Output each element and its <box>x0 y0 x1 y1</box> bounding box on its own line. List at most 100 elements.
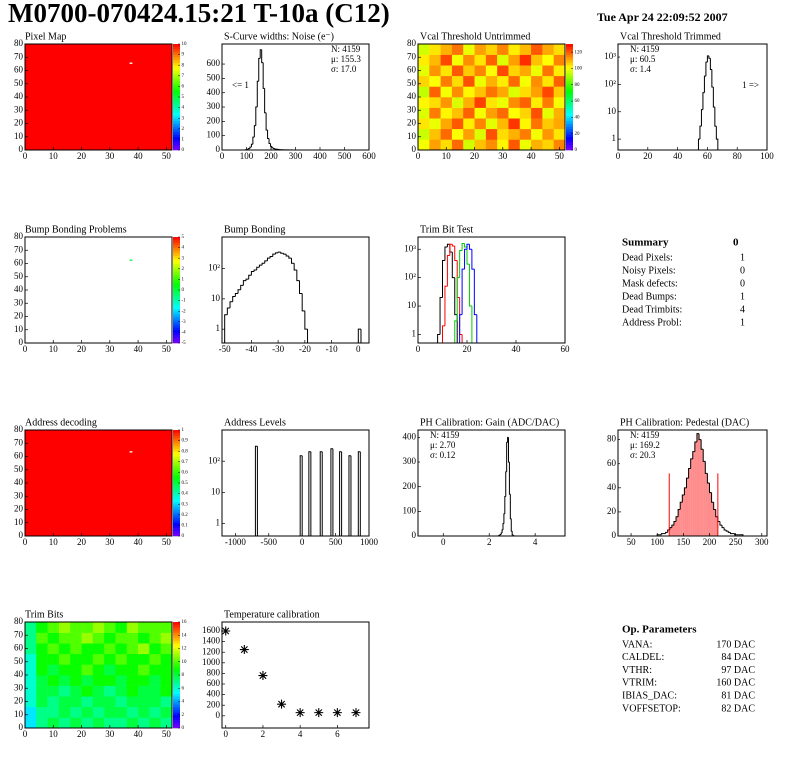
y-tick-label: 600 <box>207 678 221 688</box>
hist-fill <box>678 509 681 536</box>
hist-fill <box>690 458 693 536</box>
stats-line: σ: 20.3 <box>630 450 656 460</box>
palette-step <box>173 51 180 55</box>
heat-cell <box>531 97 543 108</box>
y-tick-label: 10² <box>208 455 220 465</box>
palette-step <box>173 70 180 74</box>
heat-cell <box>542 75 554 87</box>
palette-step <box>173 437 180 441</box>
palette-label: 8 <box>182 63 185 68</box>
heat-cell <box>497 97 509 108</box>
palette-step <box>566 73 573 77</box>
x-tick-label: 10 <box>442 151 452 161</box>
y-tick-label: 300 <box>207 101 221 111</box>
palette-step <box>173 282 180 285</box>
palette-step <box>566 107 573 111</box>
heat-cell <box>81 685 94 697</box>
point <box>295 708 305 718</box>
y-tick-label: 70 <box>407 51 417 61</box>
heat-cell <box>553 97 566 108</box>
stats-line: σ: 1.4 <box>630 64 651 74</box>
heat-cell <box>531 118 543 130</box>
hist-bin <box>359 451 369 537</box>
palette-step <box>173 131 180 135</box>
palette-label: 0 <box>575 148 578 153</box>
summary-title: Summary <box>622 237 669 249</box>
x-tick-label: 40 <box>134 729 144 739</box>
heat-cell <box>115 685 128 697</box>
y-tick-label: 20 <box>407 118 417 128</box>
summary-label: Dead Pixels: <box>622 252 673 263</box>
hist-bin <box>341 451 349 537</box>
hist-bin <box>339 451 342 536</box>
y-tick-label: 10 <box>14 517 24 527</box>
palette-step <box>173 688 180 692</box>
palette-step <box>566 57 573 61</box>
y-tick-label: 20 <box>607 506 617 516</box>
heat-cell <box>160 643 173 655</box>
palette-step <box>173 517 180 521</box>
heat-cell <box>553 128 566 140</box>
palette-step <box>173 520 180 524</box>
heat-cell <box>160 675 173 686</box>
palette-step <box>173 501 180 505</box>
heat-cell <box>160 685 173 697</box>
frame <box>24 236 173 344</box>
heat-cell <box>149 664 161 676</box>
x-tick-label: 40 <box>512 344 522 354</box>
palette-step <box>173 669 180 673</box>
hist-bin <box>274 252 279 255</box>
palette-step <box>173 680 180 684</box>
x-tick-label: 0 <box>220 151 225 161</box>
parameter-label: IBIAS_DAC: <box>622 690 677 701</box>
x-tick-label: 20 <box>77 537 87 547</box>
heat-cell <box>542 54 554 66</box>
heat-cell <box>508 118 521 130</box>
heat-cell <box>553 75 566 87</box>
heat-cell <box>115 653 128 665</box>
y-tick-label: 400 <box>403 431 417 441</box>
palette-step <box>173 78 180 82</box>
x-tick-label: -20 <box>299 344 311 354</box>
x-tick-label: 0 <box>23 537 28 547</box>
heat-cell <box>531 65 543 77</box>
hist-bin <box>476 314 480 344</box>
hist-bin <box>277 251 281 253</box>
stats-line: N: 4159 <box>331 44 361 54</box>
heat-cell <box>104 696 116 708</box>
palette-step <box>566 94 573 98</box>
hist-bin <box>660 533 664 535</box>
palette-step <box>566 131 573 135</box>
x-tick-label: 0 <box>223 729 228 739</box>
heat-cell <box>115 675 128 686</box>
hist-bin <box>502 523 504 530</box>
y-tick-label: 30 <box>14 104 24 114</box>
heat-cell <box>531 107 543 119</box>
point <box>277 699 287 709</box>
palette-step <box>173 525 180 529</box>
hist-bin <box>330 448 333 536</box>
heat-cell <box>47 664 60 676</box>
heat-cell <box>160 664 173 676</box>
hist-bin <box>511 531 514 536</box>
palette-step <box>173 91 180 95</box>
hist-bin <box>271 146 274 149</box>
palette-step <box>566 104 573 108</box>
heat-cell <box>138 706 150 718</box>
x-tick-label: 0 <box>23 151 28 161</box>
palette-step <box>173 725 180 729</box>
hist-bin <box>503 513 505 524</box>
hist-bin <box>247 148 250 150</box>
frame <box>617 429 768 537</box>
heat-cell <box>451 128 464 140</box>
palette-step <box>173 651 180 655</box>
palette-step <box>173 704 180 708</box>
palette-step <box>173 453 180 457</box>
hist-bin <box>468 244 472 250</box>
y-tick-label: 70 <box>14 629 24 639</box>
hist-fill <box>669 527 672 536</box>
stats-line: N: 4159 <box>630 44 660 54</box>
hist-bin <box>703 75 706 93</box>
palette-step <box>173 252 180 256</box>
hist-fill <box>701 449 704 536</box>
